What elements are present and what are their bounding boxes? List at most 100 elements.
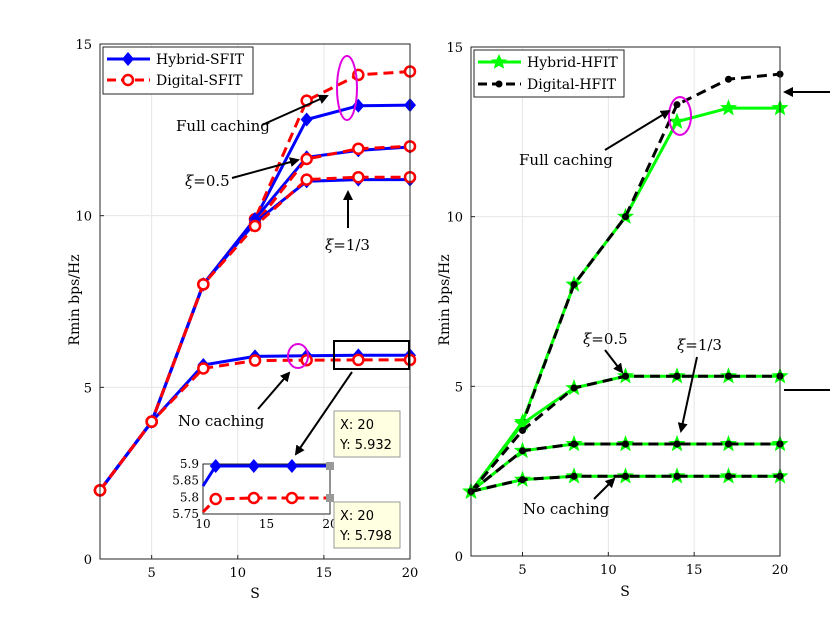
right-series-5-point-2 xyxy=(570,440,578,448)
inset-y-tick-label-5.85: 5.85 xyxy=(172,474,199,488)
full-caching-highlight-ellipse xyxy=(336,55,358,121)
datatip-digital-box xyxy=(333,501,401,549)
legend-marker-digital-hfit xyxy=(495,80,503,88)
right-series-1-point-3 xyxy=(622,213,629,221)
datatip-hybrid-x: X: 20 xyxy=(340,418,374,433)
datatip-digital: X: 20 Y: 5.798 xyxy=(333,501,401,549)
left-x-tick-label-5: 5 xyxy=(148,566,156,581)
right-x-tick-label-15: 15 xyxy=(686,563,703,578)
right-annotation-full-caching: Full caching xyxy=(519,151,613,169)
zoom-region-box xyxy=(333,340,410,370)
inset-digital-point-1 xyxy=(247,491,261,505)
right-series-5-point-3 xyxy=(622,440,629,448)
right-y-tick-label-15: 15 xyxy=(446,41,463,56)
inset-hybrid-point-1 xyxy=(247,459,260,473)
left-inset-chart: 10 15 205.95.855.85.75 xyxy=(172,457,337,531)
left-series-5-point-4 xyxy=(300,173,313,186)
right-x-axis-label: S xyxy=(620,584,630,600)
right-series-3-point-5 xyxy=(725,372,732,380)
left-legend: Hybrid-SFIT Digital-SFIT xyxy=(102,46,254,95)
left-x-tick-label-20: 20 xyxy=(402,566,419,581)
right-x-tick-label-20: 20 xyxy=(772,563,789,578)
right-series-7-point-3 xyxy=(622,472,629,480)
left-x-tick-label-10: 10 xyxy=(230,566,247,581)
legend-marker-hybrid-hfit xyxy=(491,54,507,69)
right-arrow-no-caching xyxy=(593,477,616,500)
inset-hybrid-point-2 xyxy=(285,459,298,473)
left-series-5-point-2 xyxy=(197,278,210,291)
right-series-3-point-3 xyxy=(622,372,629,380)
right-series-0-point-4 xyxy=(668,112,686,129)
right-series-1-point-4 xyxy=(673,101,681,109)
right-series-group xyxy=(462,70,789,499)
legend-label-digital-hfit: Digital-HFIT xyxy=(527,77,617,93)
inset-y-tick-label-5.75: 5.75 xyxy=(172,507,199,521)
left-series-7-point-1 xyxy=(145,415,158,428)
right-x-tick-label-10: 10 xyxy=(600,563,617,578)
right-series-7-point-1 xyxy=(519,476,526,484)
right-arrow-full-caching xyxy=(604,109,671,151)
right-y-tick-label-0: 0 xyxy=(455,550,463,565)
right-series-5-point-5 xyxy=(725,440,732,448)
right-y-tick-label-10: 10 xyxy=(446,211,463,226)
inset-y-tick-label-5.9: 5.9 xyxy=(180,457,199,471)
left-series-5-point-5 xyxy=(352,170,365,184)
right-series-2-point-1 xyxy=(513,414,532,431)
right-series-0-point-5 xyxy=(719,99,738,116)
left-series-7-point-2 xyxy=(197,362,210,375)
right-annotation-no-caching: No caching xyxy=(523,500,610,518)
legend-label-hybrid-hfit: Hybrid-HFIT xyxy=(527,55,618,71)
legend-marker-hybrid-sfit xyxy=(122,52,134,66)
right-x-tick-label-5: 5 xyxy=(518,563,526,578)
inset-hybrid-datatip-marker xyxy=(326,462,334,470)
left-y-tick-label-0: 0 xyxy=(84,553,92,568)
right-series-3-point-2 xyxy=(570,384,578,392)
inset-y-tick-label-5.8: 5.8 xyxy=(180,490,199,504)
left-y-tick-label-10: 10 xyxy=(75,210,92,225)
right-series-5-point-4 xyxy=(673,440,681,448)
left-series-0-point-4 xyxy=(300,112,313,127)
legend-marker-digital-sfit xyxy=(121,73,135,87)
left-series-7-point-3 xyxy=(248,354,262,367)
left-plot-frame xyxy=(99,43,411,560)
left-series-5-point-3 xyxy=(248,219,262,233)
right-y-tick-label-5: 5 xyxy=(455,380,463,395)
left-series-3-point-4 xyxy=(300,152,313,166)
annotation-xi-1-3: ξ=1/3 xyxy=(325,236,370,254)
left-ticks: 5 10 15 20 0 5 10 15 xyxy=(75,38,418,581)
arrow-no-caching xyxy=(257,371,291,410)
legend-label-digital-sfit: Digital-SFIT xyxy=(156,73,243,89)
right-chart: 5 10 15 20 0 5 10 15 S Rmin bps/Hz Hybrid-HFIT … xyxy=(437,41,789,600)
right-series-7-point-5 xyxy=(725,472,732,480)
datatip-hybrid-y: Y: 5.932 xyxy=(339,438,392,453)
inset-x-tick-label-10: 10 xyxy=(195,517,210,531)
right-series-7-point-2 xyxy=(570,472,578,480)
legend-label-hybrid-sfit: Hybrid-SFIT xyxy=(156,52,245,68)
right-legend: Hybrid-HFIT Digital-HFIT xyxy=(473,49,625,98)
arrow-xi-0-5 xyxy=(231,157,300,179)
right-series-1-point-2 xyxy=(570,281,578,289)
inset-digital-datatip-marker xyxy=(326,494,334,502)
right-arrow-xi-1-3 xyxy=(677,356,698,433)
left-chart: 5 10 15 20 0 5 10 15 S Rmin bps/Hz Hybrid-SFIT … xyxy=(67,38,418,602)
right-series-7-point-4 xyxy=(673,472,681,480)
left-series-group xyxy=(93,65,417,498)
left-series-7-point-5 xyxy=(352,353,365,367)
left-y-axis-label: Rmin bps/Hz xyxy=(67,254,83,345)
arrow-zoom-to-inset xyxy=(294,371,353,456)
left-x-axis-label: S xyxy=(250,586,260,602)
datatip-digital-y: Y: 5.798 xyxy=(339,529,392,544)
left-x-tick-label-15: 15 xyxy=(316,566,333,581)
right-series-3-point-4 xyxy=(673,372,681,380)
right-series-3-point-1 xyxy=(519,426,526,434)
right-y-axis-label: Rmin bps/Hz xyxy=(437,254,453,345)
annotation-xi-0-5: ξ=0.5 xyxy=(185,172,230,190)
inset-content: 10 15 205.95.855.85.75 xyxy=(172,457,337,531)
inset-x-tick-label-15: 15 xyxy=(259,517,274,531)
datatip-hybrid: X: 20 Y: 5.932 xyxy=(333,410,401,458)
datatip-hybrid-box xyxy=(333,410,401,458)
right-series-5-point-1 xyxy=(519,447,526,455)
inset-plot-area xyxy=(202,463,331,515)
datatip-digital-x: X: 20 xyxy=(340,509,374,524)
